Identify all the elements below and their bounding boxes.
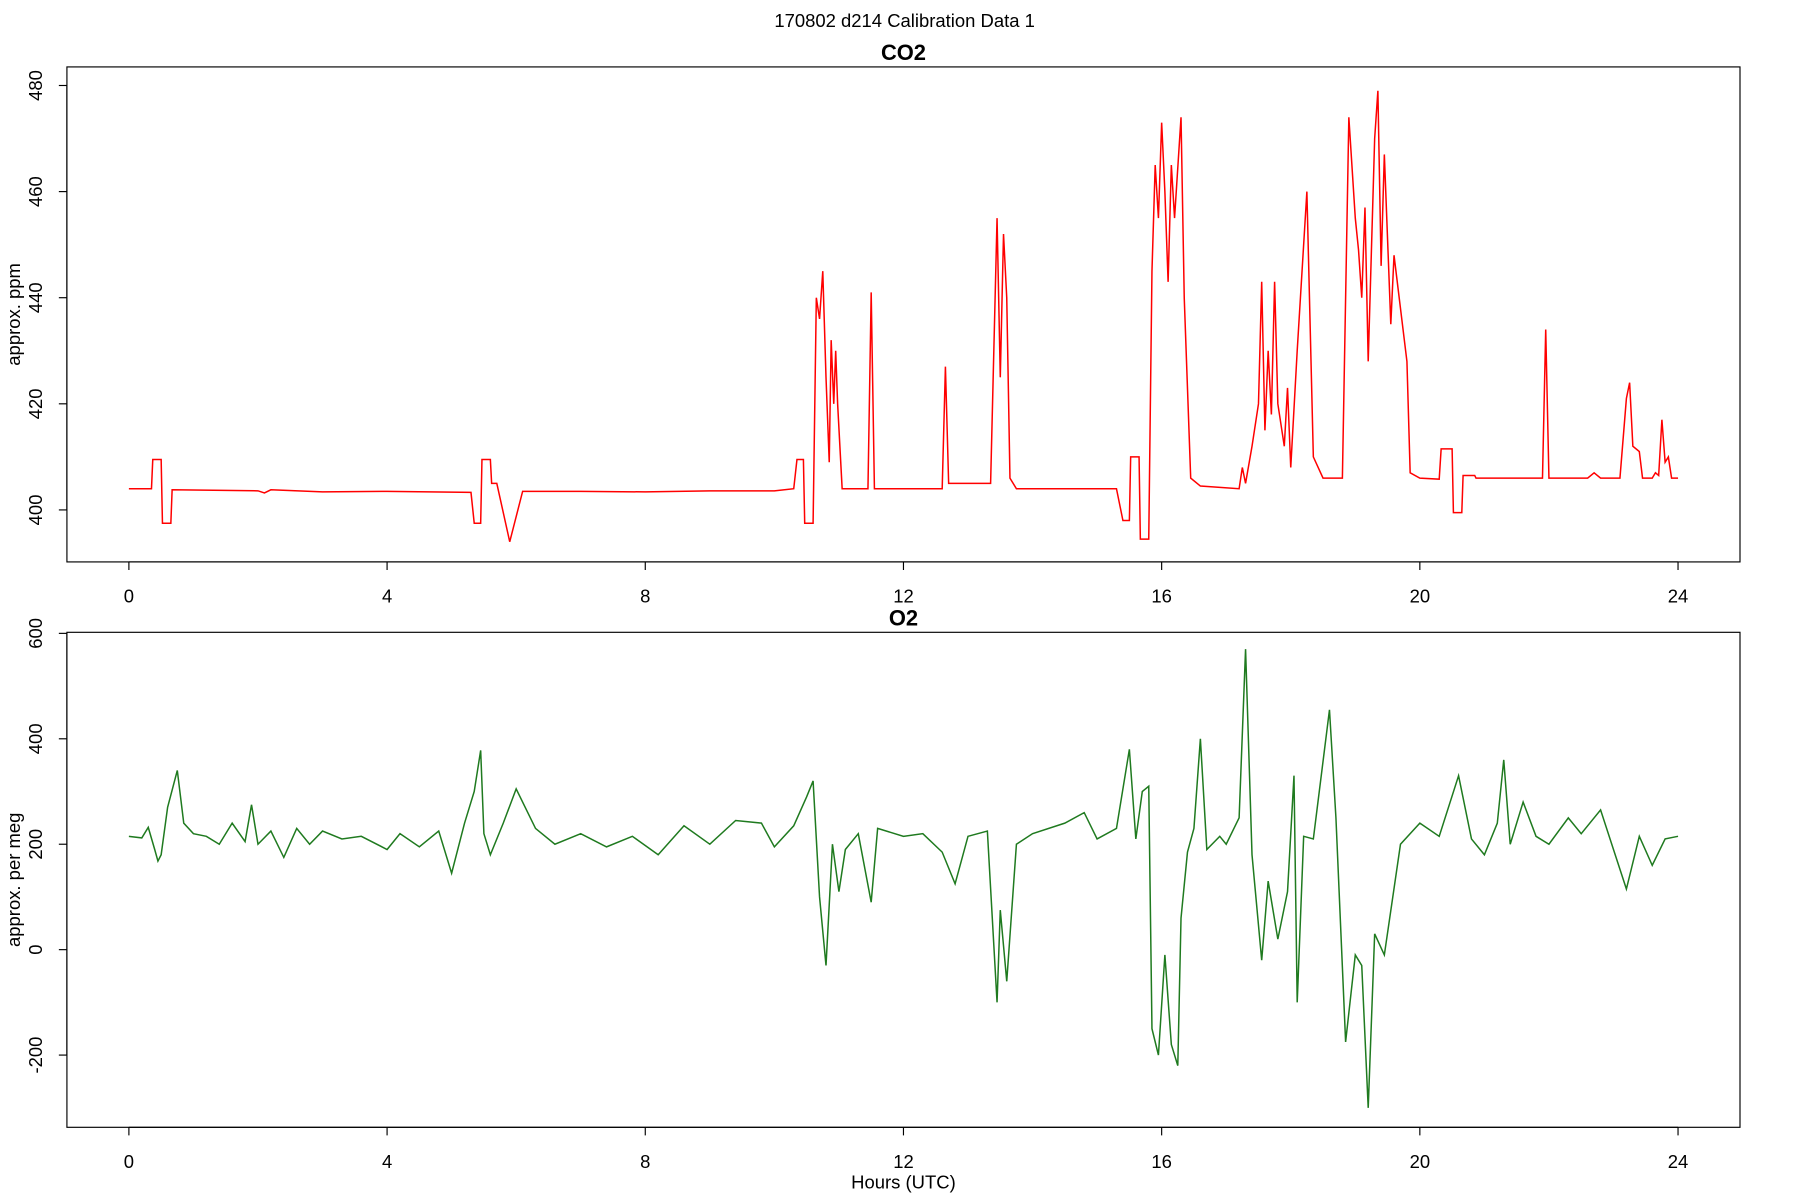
data-line (128, 90, 1679, 542)
data-line (128, 649, 1679, 1108)
y-tick-label: 200 (25, 829, 46, 860)
y-tick-label: 600 (25, 618, 46, 649)
panel-title: CO2 (881, 40, 926, 65)
y-tick-label: 0 (25, 945, 46, 955)
x-tick-label: 16 (1151, 586, 1172, 607)
y-tick-label: 400 (25, 495, 46, 526)
y-tick-label: 420 (25, 388, 46, 419)
x-tick-label: 8 (640, 586, 650, 607)
y-tick-label: -200 (25, 1037, 46, 1074)
y-tick-label: 480 (25, 70, 46, 101)
y-axis-label: approx. ppm (3, 263, 24, 366)
figure-title: 170802 d214 Calibration Data 1 (774, 10, 1035, 31)
x-tick-label: 16 (1151, 1151, 1172, 1172)
panel-title: O2 (889, 605, 918, 630)
y-tick-label: 460 (25, 176, 46, 207)
x-tick-label: 12 (893, 1151, 914, 1172)
y-axis-label: approx. per meg (3, 813, 24, 947)
y-tick-label: 440 (25, 282, 46, 313)
x-tick-label: 20 (1410, 1151, 1431, 1172)
x-tick-label: 0 (124, 586, 134, 607)
x-tick-label: 24 (1668, 586, 1689, 607)
x-tick-label: 4 (382, 1151, 392, 1172)
x-tick-label: 4 (382, 586, 392, 607)
plot-box (66, 631, 1741, 1128)
x-tick-label: 0 (124, 1151, 134, 1172)
y-tick-label: 400 (25, 723, 46, 754)
x-tick-label: 12 (893, 586, 914, 607)
x-tick-label: 20 (1410, 586, 1431, 607)
x-tick-label: 8 (640, 1151, 650, 1172)
x-tick-label: 24 (1668, 1151, 1689, 1172)
x-axis-label: Hours (UTC) (851, 1172, 956, 1193)
plot-box (66, 66, 1741, 563)
